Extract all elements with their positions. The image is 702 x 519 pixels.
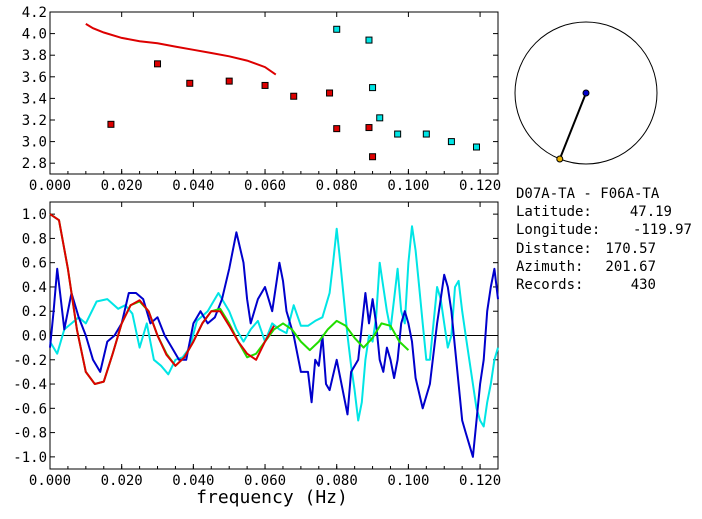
info-label: Longitude: (516, 222, 601, 239)
red-point (154, 60, 162, 68)
x-tick-label: 0.000 (29, 178, 71, 194)
x-tick-label: 0.000 (29, 473, 71, 489)
info-label: Latitude: (516, 204, 592, 221)
x-tick-label: 0.060 (244, 473, 286, 489)
red-point (326, 89, 334, 97)
x-tick-label: 0.040 (172, 473, 214, 489)
cyan-point (394, 130, 402, 138)
y-tick-label: 1.0 (22, 207, 47, 223)
y-tick-label: -0.6 (13, 401, 47, 417)
x-axis-label: frequency (Hz) (196, 487, 348, 508)
x-tick-label: 0.120 (459, 178, 501, 194)
x-tick-label: 0.080 (316, 178, 358, 194)
y-tick-label: 0.4 (22, 280, 47, 296)
station-info-panel: D07A-TA - F06A-TA Latitude: 47.19 Longitu… (516, 185, 692, 294)
azimuth-end-dot (556, 155, 564, 163)
x-tick-label: 0.020 (101, 178, 143, 194)
info-value: -119.97 (632, 222, 692, 239)
red-point (333, 125, 341, 133)
info-row-records: Records: 430 (516, 276, 692, 294)
azimuth-line (558, 92, 587, 160)
cyan-point (376, 114, 384, 122)
info-value: 430 (630, 276, 656, 293)
info-row-azimuth: Azimuth: 201.67 (516, 258, 692, 276)
y-tick-label: -0.8 (13, 426, 47, 442)
info-label: Distance: (516, 240, 592, 257)
top-plot: 0.000 0.020 0.040 0.060 0.080 0.100 0.120 2.8 3.… (22, 5, 501, 194)
red-point (186, 79, 194, 87)
y-tick-label: -1.0 (13, 450, 47, 466)
blue-series (49, 231, 499, 458)
red-series (49, 213, 275, 385)
red-point (107, 120, 115, 128)
y-tick-label: 4.0 (22, 27, 47, 43)
y-tick-label: 0.8 (22, 231, 47, 247)
y-tick-label: 4.2 (22, 5, 47, 21)
y-tick-label: 3.8 (22, 48, 47, 64)
x-tick-label: 0.100 (387, 473, 429, 489)
y-tick-label: 3.2 (22, 113, 47, 129)
cyan-point (369, 84, 377, 92)
x-tick-label: 0.120 (459, 473, 501, 489)
azimuth-compass (514, 21, 658, 165)
dispersion-curve (85, 23, 277, 76)
cyan-point (333, 25, 341, 33)
y-tick-label: 3.6 (22, 70, 47, 86)
cyan-point (422, 130, 430, 138)
red-point (225, 77, 233, 85)
x-tick-label: 0.060 (244, 178, 286, 194)
info-row-distance: Distance: 170.57 (516, 240, 692, 258)
y-tick-label: 3.0 (22, 135, 47, 151)
cyan-point (472, 143, 480, 151)
red-point (261, 81, 269, 89)
x-tick-label: 0.100 (387, 178, 429, 194)
cyan-series (49, 225, 499, 428)
station-dot (582, 89, 590, 97)
bottom-plot: 0.000 0.020 0.040 0.060 0.080 0.100 0.120 -1.0 -… (13, 202, 501, 489)
info-value: 201.67 (605, 258, 656, 275)
y-tick-label: -0.4 (13, 377, 47, 393)
cyan-point (365, 36, 373, 44)
y-tick-label: 0.0 (22, 329, 47, 345)
info-row-latitude: Latitude: 47.19 (516, 203, 692, 221)
red-point (369, 153, 377, 161)
info-label: Records: (516, 276, 584, 293)
y-tick-label: 0.6 (22, 256, 47, 272)
y-tick-label: 3.4 (22, 91, 47, 107)
info-row-longitude: Longitude: -119.97 (516, 221, 692, 239)
info-label: Azimuth: (516, 258, 584, 275)
station-pair: D07A-TA - F06A-TA (516, 186, 660, 202)
y-tick-label: 0.2 (22, 304, 47, 320)
x-tick-label: 0.040 (172, 178, 214, 194)
y-tick-label: -0.2 (13, 353, 47, 369)
top-plot-frame (49, 11, 499, 175)
cyan-point (447, 138, 455, 146)
red-point (365, 124, 373, 132)
x-tick-label: 0.020 (101, 473, 143, 489)
red-point (290, 92, 298, 100)
compass-circle (514, 21, 658, 165)
info-value: 170.57 (605, 240, 656, 257)
y-tick-label: 2.8 (22, 156, 47, 172)
info-value: 47.19 (629, 204, 672, 221)
x-tick-label: 0.080 (316, 473, 358, 489)
